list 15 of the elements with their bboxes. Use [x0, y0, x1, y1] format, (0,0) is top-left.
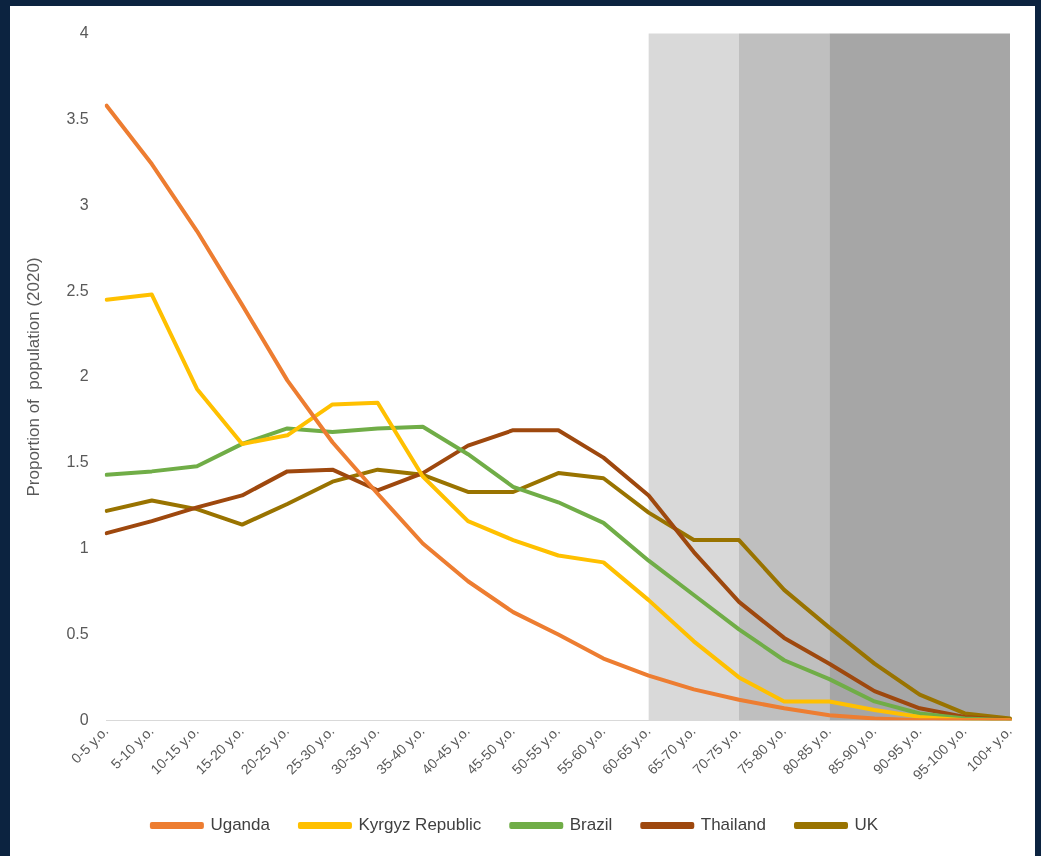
legend-label: Thailand: [700, 815, 766, 835]
y-tick-label: 0: [79, 710, 89, 728]
y-tick-label: 2.5: [66, 281, 89, 299]
y-axis-title: Proportion of population (2020): [23, 257, 43, 497]
legend-label: UK: [854, 815, 879, 835]
legend-label: Kyrgyz Republic: [358, 815, 482, 835]
y-tick-label: 4: [79, 24, 89, 42]
y-tick-label: 2: [79, 367, 89, 385]
y-tick-label: 0.5: [66, 624, 89, 642]
y-tick-label: 3: [79, 195, 89, 213]
legend-label: Brazil: [569, 815, 613, 835]
y-tick-label: 1.5: [66, 453, 89, 471]
y-tick-label: 1: [79, 539, 89, 557]
y-tick-label: 3.5: [66, 109, 89, 127]
legend-label: Uganda: [210, 815, 271, 835]
